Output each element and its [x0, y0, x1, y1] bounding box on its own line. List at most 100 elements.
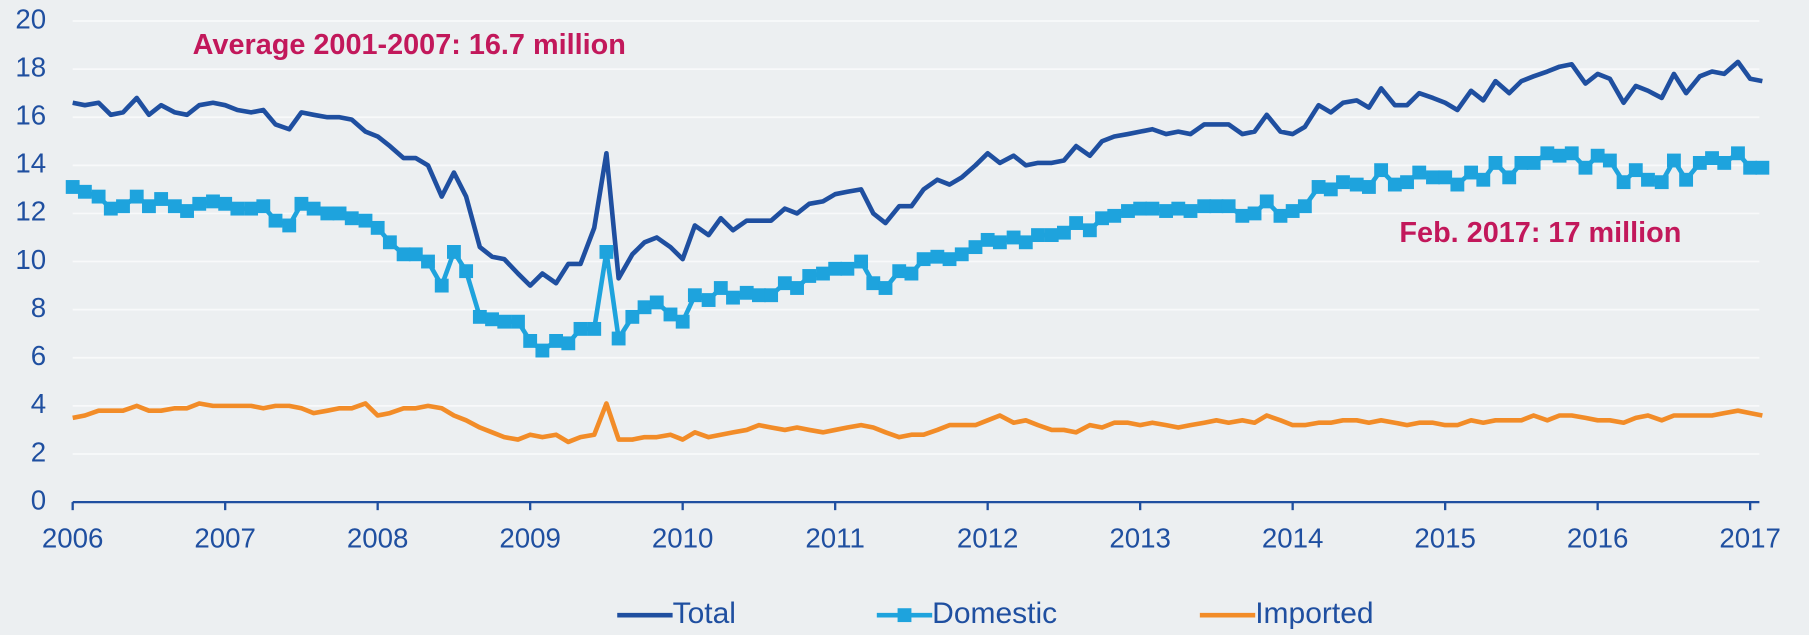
y-tick-label: 2 [31, 436, 46, 467]
marker [1197, 199, 1212, 214]
marker [1121, 204, 1135, 218]
marker [1514, 155, 1529, 170]
marker [561, 336, 576, 351]
marker [230, 201, 245, 216]
marker [1412, 165, 1427, 180]
annotation: Average 2001-2007: 16.7 million [193, 29, 626, 61]
marker [649, 295, 664, 310]
y-tick-label: 8 [31, 292, 46, 323]
marker [1031, 228, 1045, 243]
marker [1488, 155, 1503, 170]
marker [1095, 211, 1109, 226]
marker [878, 281, 893, 295]
marker [382, 235, 397, 250]
marker [1692, 155, 1707, 170]
y-tick-label: 10 [15, 244, 46, 275]
marker [663, 307, 678, 322]
marker [447, 245, 461, 259]
marker [1107, 208, 1122, 223]
marker [777, 276, 792, 291]
marker [1641, 172, 1655, 187]
marker [1336, 175, 1350, 190]
marker [268, 213, 283, 228]
marker [1602, 153, 1617, 168]
marker [675, 314, 690, 329]
y-tick-label: 14 [15, 148, 46, 179]
marker [1311, 180, 1326, 194]
marker [1159, 204, 1174, 218]
marker [916, 252, 931, 267]
marker [816, 266, 830, 281]
marker [904, 266, 919, 281]
marker [854, 254, 869, 269]
marker [320, 206, 335, 221]
legend-label: Total [673, 597, 736, 630]
marker [1374, 163, 1389, 178]
x-tick-label: 2008 [347, 522, 409, 553]
x-tick-label: 2011 [805, 522, 865, 553]
x-tick-label: 2009 [499, 522, 561, 553]
marker [1450, 177, 1465, 192]
marker [713, 281, 728, 295]
marker [1679, 172, 1694, 187]
marker [573, 321, 588, 336]
marker [472, 309, 487, 324]
marker [739, 285, 754, 300]
annotation: Feb. 2017: 17 million [1399, 217, 1681, 249]
marker [1628, 163, 1643, 178]
marker [1552, 148, 1567, 163]
marker [1654, 175, 1669, 190]
marker [459, 264, 474, 279]
marker [142, 199, 156, 214]
marker [1273, 208, 1288, 223]
marker [1502, 170, 1517, 185]
marker [1438, 170, 1453, 185]
marker [1526, 155, 1541, 170]
marker [1426, 170, 1440, 185]
marker [992, 235, 1007, 250]
marker [154, 192, 169, 206]
marker [930, 249, 945, 264]
marker [77, 184, 92, 199]
x-tick-label: 2013 [1109, 522, 1171, 553]
marker [1400, 175, 1414, 190]
series-line [72, 401, 1763, 445]
marker [752, 288, 766, 303]
marker [726, 290, 740, 305]
marker [358, 213, 373, 228]
x-tick-label: 2016 [1567, 522, 1629, 553]
marker [1705, 151, 1719, 166]
marker [980, 232, 995, 247]
marker [396, 247, 411, 262]
marker [408, 247, 423, 262]
marker [103, 201, 118, 216]
marker [1349, 177, 1364, 192]
marker [1297, 199, 1312, 214]
marker [1247, 206, 1262, 221]
marker [91, 189, 106, 204]
marker [1717, 155, 1732, 170]
legend-label: Domestic [932, 597, 1057, 630]
x-tick-label: 2010 [652, 522, 714, 553]
marker [421, 254, 435, 269]
marker [192, 196, 207, 211]
marker [1044, 228, 1059, 243]
marker [1171, 201, 1186, 216]
marker [1578, 160, 1593, 175]
marker [599, 245, 614, 259]
marker [256, 199, 271, 214]
marker [1056, 225, 1071, 240]
marker [1259, 194, 1274, 209]
marker [1540, 146, 1555, 161]
marker [1082, 223, 1097, 238]
marker [942, 252, 957, 267]
marker [116, 199, 130, 214]
marker [497, 314, 512, 329]
legend-label: Imported [1255, 597, 1373, 630]
marker [1145, 201, 1160, 216]
marker [701, 293, 716, 307]
marker [511, 314, 525, 329]
marker [167, 199, 182, 214]
